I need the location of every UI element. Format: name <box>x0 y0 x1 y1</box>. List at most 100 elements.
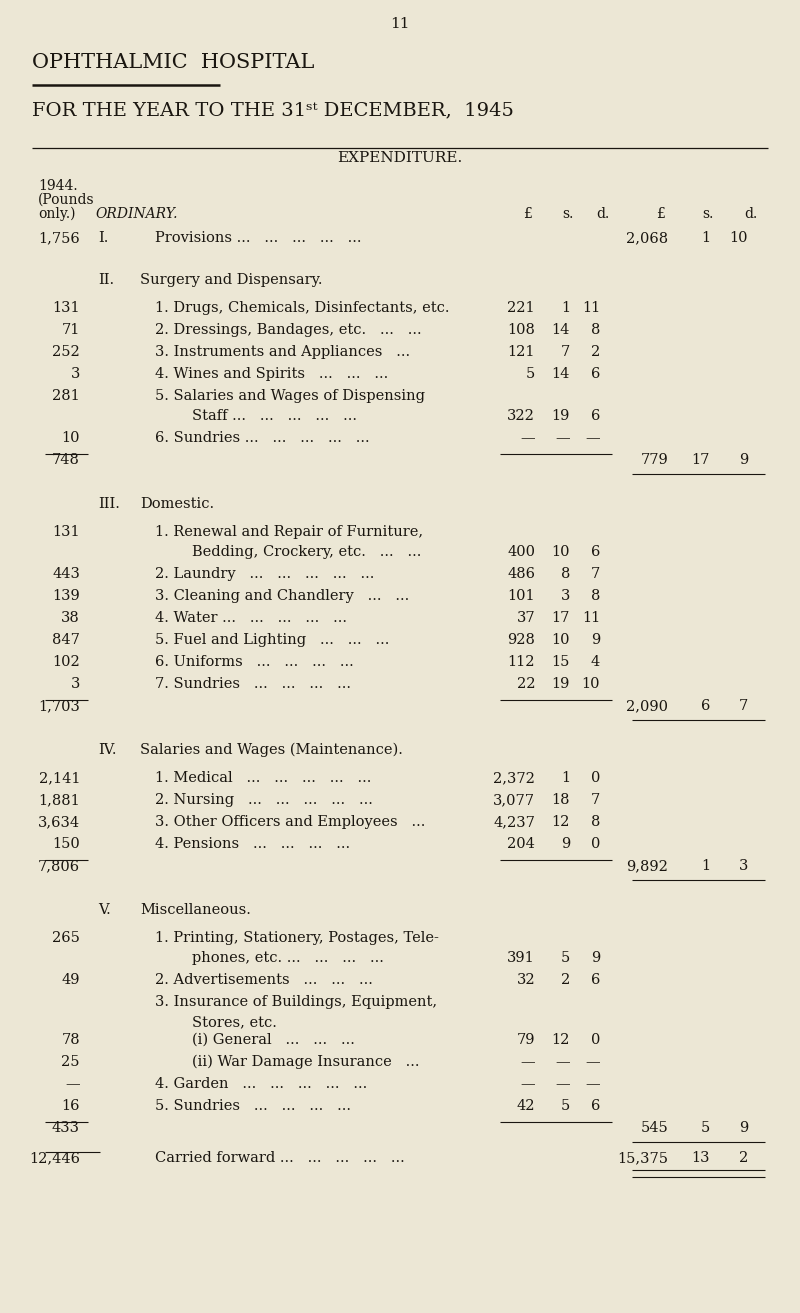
Text: 10: 10 <box>582 678 600 691</box>
Text: 3. Other Officers and Employees   ...: 3. Other Officers and Employees ... <box>155 815 426 829</box>
Text: 102: 102 <box>52 655 80 670</box>
Text: 2. Laundry   ...   ...   ...   ...   ...: 2. Laundry ... ... ... ... ... <box>155 567 374 580</box>
Text: 5: 5 <box>561 1099 570 1113</box>
Text: 545: 545 <box>640 1121 668 1134</box>
Text: 4,237: 4,237 <box>493 815 535 829</box>
Text: 108: 108 <box>507 323 535 337</box>
Text: 7,806: 7,806 <box>38 859 80 873</box>
Text: 15,375: 15,375 <box>617 1152 668 1165</box>
Text: 17: 17 <box>692 453 710 467</box>
Text: 12: 12 <box>552 1033 570 1046</box>
Text: 14: 14 <box>552 368 570 381</box>
Text: £: £ <box>523 207 532 221</box>
Text: 265: 265 <box>52 931 80 945</box>
Text: 6: 6 <box>701 699 710 713</box>
Text: 9: 9 <box>590 633 600 647</box>
Text: only.): only.) <box>38 206 75 221</box>
Text: Miscellaneous.: Miscellaneous. <box>140 903 251 916</box>
Text: 3. Cleaning and Chandlery   ...   ...: 3. Cleaning and Chandlery ... ... <box>155 590 410 603</box>
Text: s.: s. <box>562 207 574 221</box>
Text: —: — <box>555 1056 570 1069</box>
Text: 12,446: 12,446 <box>29 1152 80 1165</box>
Text: 78: 78 <box>62 1033 80 1046</box>
Text: 4. Garden   ...   ...   ...   ...   ...: 4. Garden ... ... ... ... ... <box>155 1077 367 1091</box>
Text: 1,703: 1,703 <box>38 699 80 713</box>
Text: 5. Fuel and Lighting   ...   ...   ...: 5. Fuel and Lighting ... ... ... <box>155 633 390 647</box>
Text: 3: 3 <box>70 678 80 691</box>
Text: 8: 8 <box>590 590 600 603</box>
Text: 5. Sundries   ...   ...   ...   ...: 5. Sundries ... ... ... ... <box>155 1099 351 1113</box>
Text: 9: 9 <box>738 453 748 467</box>
Text: 2. Advertisements   ...   ...   ...: 2. Advertisements ... ... ... <box>155 973 373 987</box>
Text: 19: 19 <box>552 678 570 691</box>
Text: 3. Insurance of Buildings, Equipment,: 3. Insurance of Buildings, Equipment, <box>155 995 437 1008</box>
Text: 5. Salaries and Wages of Dispensing: 5. Salaries and Wages of Dispensing <box>155 389 425 403</box>
Text: 2: 2 <box>738 1152 748 1165</box>
Text: 11: 11 <box>390 17 410 32</box>
Text: (i) General   ...   ...   ...: (i) General ... ... ... <box>155 1033 355 1046</box>
Text: 131: 131 <box>52 301 80 315</box>
Text: 15: 15 <box>552 655 570 670</box>
Text: 221: 221 <box>507 301 535 315</box>
Text: 10: 10 <box>551 545 570 559</box>
Text: 1: 1 <box>701 859 710 873</box>
Text: 5: 5 <box>526 368 535 381</box>
Text: 779: 779 <box>640 453 668 467</box>
Text: Bedding, Crockery, etc.   ...   ...: Bedding, Crockery, etc. ... ... <box>155 545 422 559</box>
Text: 4: 4 <box>590 655 600 670</box>
Text: 4. Wines and Spirits   ...   ...   ...: 4. Wines and Spirits ... ... ... <box>155 368 388 381</box>
Text: —: — <box>586 1056 600 1069</box>
Text: 10: 10 <box>62 431 80 445</box>
Text: 486: 486 <box>507 567 535 580</box>
Text: 8: 8 <box>590 323 600 337</box>
Text: 6: 6 <box>590 973 600 987</box>
Text: 13: 13 <box>691 1152 710 1165</box>
Text: FOR THE YEAR TO THE 31ˢᵗ DECEMBER,  1945: FOR THE YEAR TO THE 31ˢᵗ DECEMBER, 1945 <box>32 101 514 119</box>
Text: 4. Pensions   ...   ...   ...   ...: 4. Pensions ... ... ... ... <box>155 836 350 851</box>
Text: 7: 7 <box>561 345 570 358</box>
Text: 322: 322 <box>507 410 535 423</box>
Text: 2,141: 2,141 <box>38 771 80 785</box>
Text: d.: d. <box>596 207 610 221</box>
Text: 433: 433 <box>52 1121 80 1134</box>
Text: 6: 6 <box>590 410 600 423</box>
Text: 6. Sundries ...   ...   ...   ...   ...: 6. Sundries ... ... ... ... ... <box>155 431 370 445</box>
Text: 1: 1 <box>701 231 710 246</box>
Text: —: — <box>520 431 535 445</box>
Text: d.: d. <box>744 207 758 221</box>
Text: 6: 6 <box>590 545 600 559</box>
Text: 5: 5 <box>561 951 570 965</box>
Text: 17: 17 <box>552 611 570 625</box>
Text: 10: 10 <box>551 633 570 647</box>
Text: 1. Medical   ...   ...   ...   ...   ...: 1. Medical ... ... ... ... ... <box>155 771 371 785</box>
Text: Salaries and Wages (Maintenance).: Salaries and Wages (Maintenance). <box>140 743 403 758</box>
Text: 10: 10 <box>730 231 748 246</box>
Text: OPHTHALMIC  HOSPITAL: OPHTHALMIC HOSPITAL <box>32 53 314 72</box>
Text: 11: 11 <box>582 611 600 625</box>
Text: Stores, etc.: Stores, etc. <box>155 1015 277 1029</box>
Text: V.: V. <box>98 903 110 916</box>
Text: 9: 9 <box>590 951 600 965</box>
Text: 204: 204 <box>507 836 535 851</box>
Text: 400: 400 <box>507 545 535 559</box>
Text: 7. Sundries   ...   ...   ...   ...: 7. Sundries ... ... ... ... <box>155 678 351 691</box>
Text: ORDINARY.: ORDINARY. <box>95 207 178 221</box>
Text: 3. Instruments and Appliances   ...: 3. Instruments and Appliances ... <box>155 345 410 358</box>
Text: Staff ...   ...   ...   ...   ...: Staff ... ... ... ... ... <box>155 410 357 423</box>
Text: 139: 139 <box>52 590 80 603</box>
Text: (Pounds: (Pounds <box>38 193 94 207</box>
Text: phones, etc. ...   ...   ...   ...: phones, etc. ... ... ... ... <box>155 951 384 965</box>
Text: 2,068: 2,068 <box>626 231 668 246</box>
Text: 25: 25 <box>62 1056 80 1069</box>
Text: 1. Drugs, Chemicals, Disinfectants, etc.: 1. Drugs, Chemicals, Disinfectants, etc. <box>155 301 450 315</box>
Text: 8: 8 <box>590 815 600 829</box>
Text: 49: 49 <box>62 973 80 987</box>
Text: s.: s. <box>702 207 714 221</box>
Text: 847: 847 <box>52 633 80 647</box>
Text: 1: 1 <box>561 771 570 785</box>
Text: 1,756: 1,756 <box>38 231 80 246</box>
Text: £: £ <box>656 207 665 221</box>
Text: 9: 9 <box>738 1121 748 1134</box>
Text: 1,881: 1,881 <box>38 793 80 807</box>
Text: 3: 3 <box>738 859 748 873</box>
